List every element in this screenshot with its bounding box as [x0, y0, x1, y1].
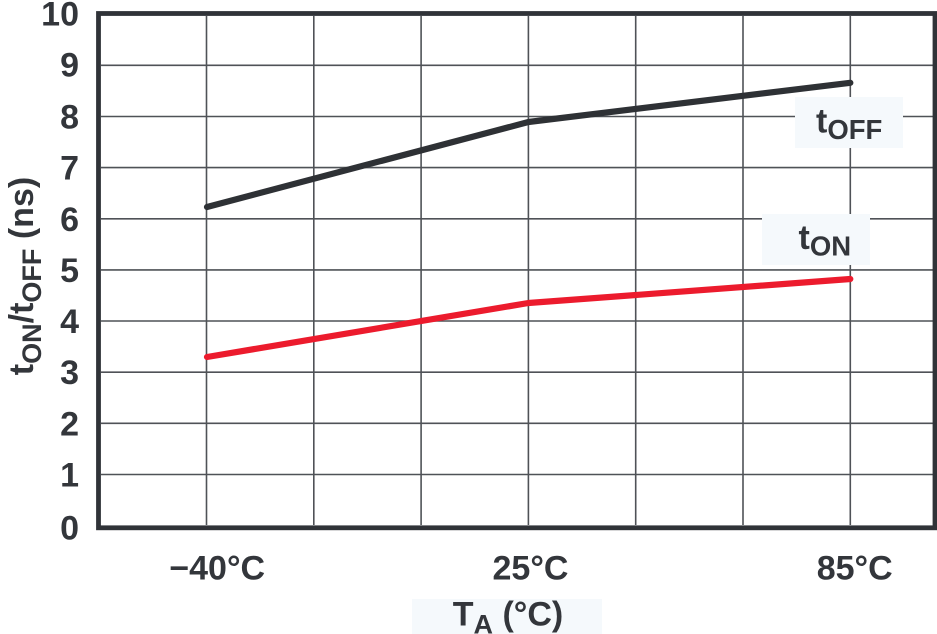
svg-text:9: 9 — [60, 47, 79, 85]
svg-text:5: 5 — [60, 252, 79, 290]
svg-text:7: 7 — [60, 150, 79, 188]
svg-text:−40°C: −40°C — [169, 550, 265, 588]
svg-text:8: 8 — [60, 99, 79, 137]
svg-text:10: 10 — [41, 0, 79, 33]
svg-text:tON/tOFF (ns): tON/tOFF (ns) — [3, 177, 47, 375]
svg-text:25°C: 25°C — [493, 550, 569, 588]
svg-text:6: 6 — [60, 201, 79, 239]
svg-text:TA (°C): TA (°C) — [453, 596, 564, 634]
svg-text:4: 4 — [60, 303, 79, 341]
svg-text:0: 0 — [60, 510, 79, 548]
svg-text:3: 3 — [60, 354, 79, 392]
svg-text:1: 1 — [60, 457, 79, 495]
svg-text:2: 2 — [60, 405, 79, 443]
svg-text:85°C: 85°C — [817, 550, 893, 588]
